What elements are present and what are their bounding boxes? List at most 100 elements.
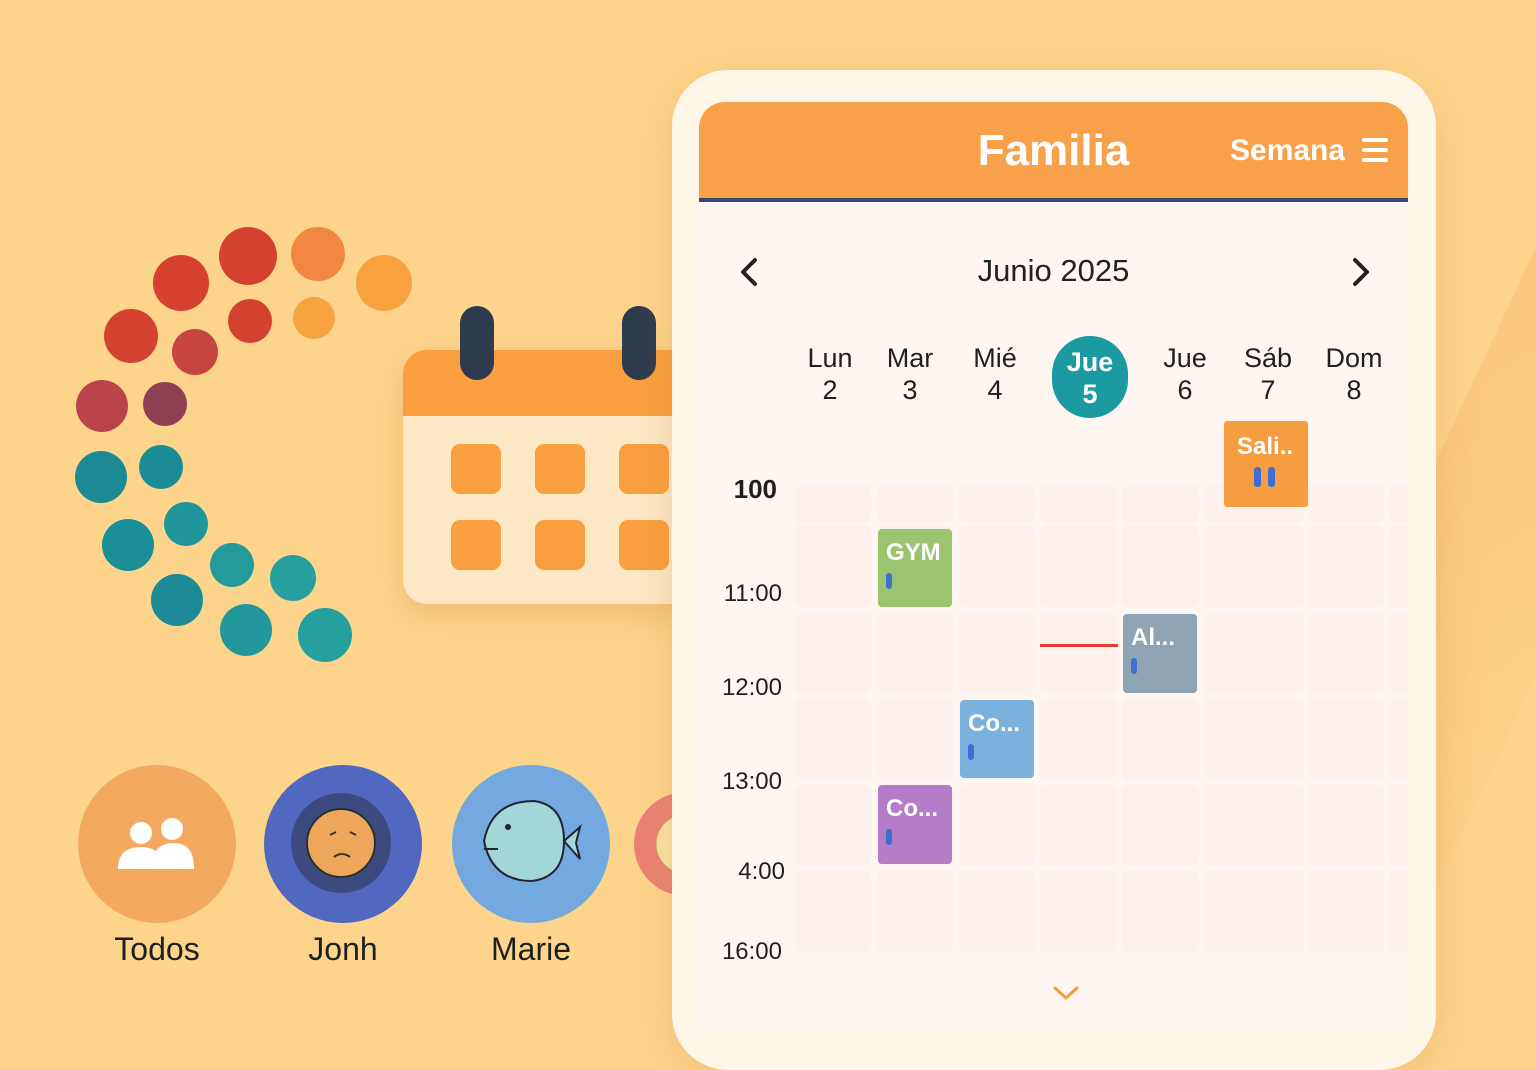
grid-cell[interactable] (959, 785, 1035, 866)
time-label: 11:00 (723, 580, 782, 607)
avatar (264, 765, 422, 923)
month-navigation: Junio 2025 (699, 252, 1408, 292)
grid-cell[interactable] (1389, 612, 1408, 693)
logo-dot (219, 227, 277, 285)
chevron-right-icon[interactable] (1339, 252, 1379, 292)
grid-cell[interactable] (1389, 785, 1408, 866)
calendar-event[interactable]: Co... (960, 700, 1034, 778)
grid-cell[interactable] (1389, 699, 1408, 780)
calendar-event[interactable]: GYM (878, 529, 952, 607)
dots-logo (0, 0, 440, 680)
grid-cell[interactable] (1040, 699, 1117, 780)
grid-cell[interactable] (795, 699, 871, 780)
chevron-left-icon[interactable] (731, 252, 771, 292)
grid-cell[interactable] (1122, 485, 1199, 523)
time-label: 12:00 (721, 674, 782, 701)
day-name: Sáb (1243, 343, 1293, 373)
calendar-event[interactable]: Co... (878, 785, 952, 864)
day-header[interactable]: Lun 2 (790, 342, 870, 406)
grid-cell[interactable] (1122, 871, 1199, 952)
grid-cell[interactable] (877, 699, 953, 780)
grid-cell[interactable] (795, 485, 871, 523)
event-title: Co... (886, 795, 938, 822)
logo-dot (76, 380, 128, 432)
day-name: Jue (1066, 347, 1114, 377)
grid-cell[interactable] (1308, 871, 1384, 952)
grid-cell[interactable] (1040, 612, 1117, 693)
grid-cell[interactable] (1308, 526, 1384, 607)
grid-cell[interactable] (1204, 526, 1304, 607)
time-label: 13:00 (721, 768, 782, 795)
logo-dot (293, 297, 335, 339)
avatar-marie[interactable]: Marie (452, 765, 610, 967)
grid-cell[interactable] (795, 612, 871, 693)
attendee-marker (968, 744, 974, 760)
day-number: 3 (902, 375, 918, 405)
grid-cell[interactable] (1122, 526, 1199, 607)
day-name: Dom (1325, 343, 1383, 373)
calendar-event[interactable]: Sali.. (1224, 421, 1308, 507)
logo-dot (298, 608, 352, 662)
day-header[interactable]: Mié 4 (955, 342, 1035, 406)
calendar-screen: Familia Semana Junio 2025 Lun 2 Mar 3 Mié 4 Ju… (699, 102, 1408, 1032)
attendee-marker (886, 829, 892, 845)
grid-cell[interactable] (1122, 785, 1199, 866)
grid-cell[interactable] (1308, 785, 1384, 866)
view-selector[interactable]: Semana (1230, 134, 1346, 167)
grid-cell[interactable] (795, 785, 871, 866)
grid-cell[interactable] (1040, 871, 1117, 952)
grid-cell[interactable] (1389, 526, 1408, 607)
calendar-cell (451, 444, 501, 494)
event-title: Co... (968, 710, 1020, 737)
chevron-down-icon[interactable] (1051, 984, 1081, 1004)
people-icon (78, 765, 236, 923)
grid-cell[interactable] (959, 526, 1035, 607)
grid-cell[interactable] (959, 612, 1035, 693)
current-time-line (1040, 644, 1118, 647)
grid-cell[interactable] (1122, 699, 1199, 780)
day-name: Mié (973, 343, 1017, 373)
event-title: Sali.. (1237, 433, 1294, 460)
grid-cell[interactable] (877, 871, 953, 952)
logo-dot (102, 519, 154, 571)
calendar-event[interactable]: Al... (1123, 614, 1197, 693)
day-name: Mar (886, 343, 934, 373)
grid-cell[interactable] (1308, 699, 1384, 780)
avatar (452, 765, 610, 923)
grid-cell[interactable] (1308, 612, 1384, 693)
avatar-label: Jonh (308, 931, 378, 967)
day-header[interactable]: Jue 6 (1145, 342, 1225, 406)
logo-dot (220, 604, 272, 656)
calendar-cell (535, 444, 585, 494)
menu-icon[interactable] (1362, 138, 1388, 162)
calendar-ring-icon (622, 306, 656, 380)
avatar (78, 765, 236, 923)
day-number: 6 (1177, 375, 1193, 405)
grid-cell[interactable] (1040, 526, 1117, 607)
grid-cell[interactable] (1040, 485, 1117, 523)
grid-cell[interactable] (877, 612, 953, 693)
day-header[interactable]: Dom 8 (1314, 342, 1394, 406)
grid-cell[interactable] (795, 871, 871, 952)
grid-cell[interactable] (1308, 485, 1384, 523)
grid-cell[interactable] (959, 485, 1035, 523)
grid-cell[interactable] (795, 526, 871, 607)
grid-cell[interactable] (877, 485, 953, 523)
grid-cell[interactable] (1204, 612, 1304, 693)
grid-cell[interactable] (1040, 785, 1117, 866)
avatar-jonh[interactable]: Jonh (264, 765, 422, 967)
grid-cell[interactable] (1389, 871, 1408, 952)
grid-cell[interactable] (1389, 485, 1408, 523)
grid-cell[interactable] (1204, 871, 1304, 952)
avatar-label: Marie (490, 931, 571, 967)
attendee-marker (1268, 467, 1275, 487)
day-header-today[interactable]: Jue 5 (1052, 336, 1128, 418)
day-header[interactable]: Mar 3 (870, 342, 950, 406)
grid-cell[interactable] (959, 871, 1035, 952)
grid-cell[interactable] (1204, 785, 1304, 866)
grid-cell[interactable] (1204, 699, 1304, 780)
day-header[interactable]: Sáb 7 (1228, 342, 1308, 406)
avatar-todos[interactable]: Todos (78, 765, 236, 967)
logo-dot (151, 574, 203, 626)
calendar-cell (619, 444, 669, 494)
